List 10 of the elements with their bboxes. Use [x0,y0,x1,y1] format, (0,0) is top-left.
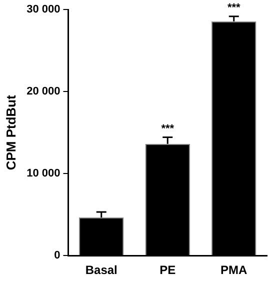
x-tick-label: Basal [85,263,118,278]
y-tick-label: 0 [54,250,60,262]
x-tick-label: PMA [220,263,248,278]
y-axis-title: CPM PtdBut [3,94,18,170]
y-tick-label: 30 000 [26,4,60,16]
x-tick-label: PE [160,263,176,278]
annotation: *** [161,122,175,135]
annotation: *** [227,2,242,14]
y-tick-label: 20 000 [26,86,60,98]
y-tick-label: 10 000 [26,168,60,180]
